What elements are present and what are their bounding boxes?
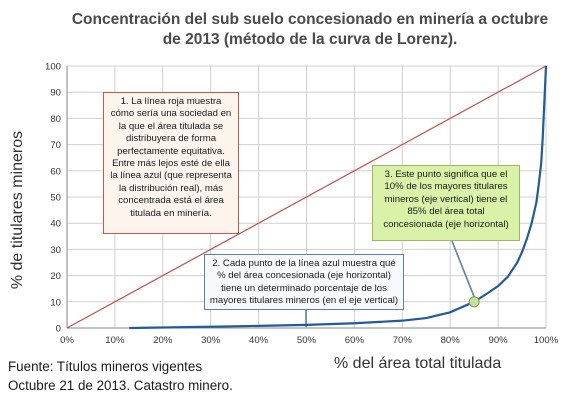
y-axis-label: % de titulares mineros [9, 130, 26, 290]
y-tick-label: 50 [50, 193, 61, 204]
source-note: Fuente: Títulos mineros vigentes Octubre… [8, 357, 233, 395]
highlight-point [468, 296, 480, 308]
series-lines [66, 65, 548, 330]
x-tick-label: 0% [60, 335, 74, 346]
chart-title-line-2: de 2013 (método de la curva de Lorenz). [162, 31, 458, 48]
tick-labels: 0% 10% 20% 30% 40% 50% 60% 70% 80% 90% 100% 0 10 20 30… [45, 62, 559, 347]
y-tick-label: 20 [50, 271, 61, 282]
x-tick-label: 60% [345, 335, 365, 346]
x-tick-label: 50% [297, 335, 317, 346]
source-line-1: Fuente: Títulos mineros vigentes [8, 359, 203, 374]
lorenz-curve [129, 65, 548, 330]
x-tick-label: 90% [488, 335, 508, 346]
equality-line [66, 65, 547, 329]
x-tick-label: 20% [153, 335, 173, 346]
arrow-highlight-point [451, 240, 475, 298]
x-tick-label: 70% [393, 335, 413, 346]
y-tick-label: 100 [45, 62, 61, 73]
x-axis-label: % del área total titulada [334, 355, 502, 372]
x-tick-label: 80% [441, 335, 461, 346]
x-tick-label: 30% [201, 335, 221, 346]
annotation-highlight-point: 3. Este punto significa que el 10% de lo… [372, 165, 520, 241]
y-tick-label: 0 [56, 324, 61, 335]
annotation-blue-line: 2. Cada punto de la línea azul muestra q… [204, 254, 404, 310]
y-tick-label: 70 [50, 140, 61, 151]
y-tick-label: 30 [50, 245, 61, 256]
x-tick-label: 10% [105, 335, 125, 346]
annotation-equality-line: 1. La línea roja muestra cómo sería una … [103, 92, 239, 234]
source-line-2: Octubre 21 de 2013. Catastro minero. [8, 378, 233, 393]
chart-title-line-1: Concentración del sub suelo concesionado… [71, 11, 549, 28]
x-tick-label: 40% [249, 335, 269, 346]
chart-title: Concentración del sub suelo concesionado… [60, 10, 560, 50]
y-tick-label: 90 [50, 88, 61, 99]
y-tick-label: 60 [50, 166, 61, 177]
y-tick-label: 80 [50, 114, 61, 125]
y-tick-label: 40 [50, 219, 61, 230]
highlight-points [468, 296, 480, 308]
y-tick-label: 10 [50, 297, 61, 308]
x-tick-label: 100% [534, 335, 559, 346]
